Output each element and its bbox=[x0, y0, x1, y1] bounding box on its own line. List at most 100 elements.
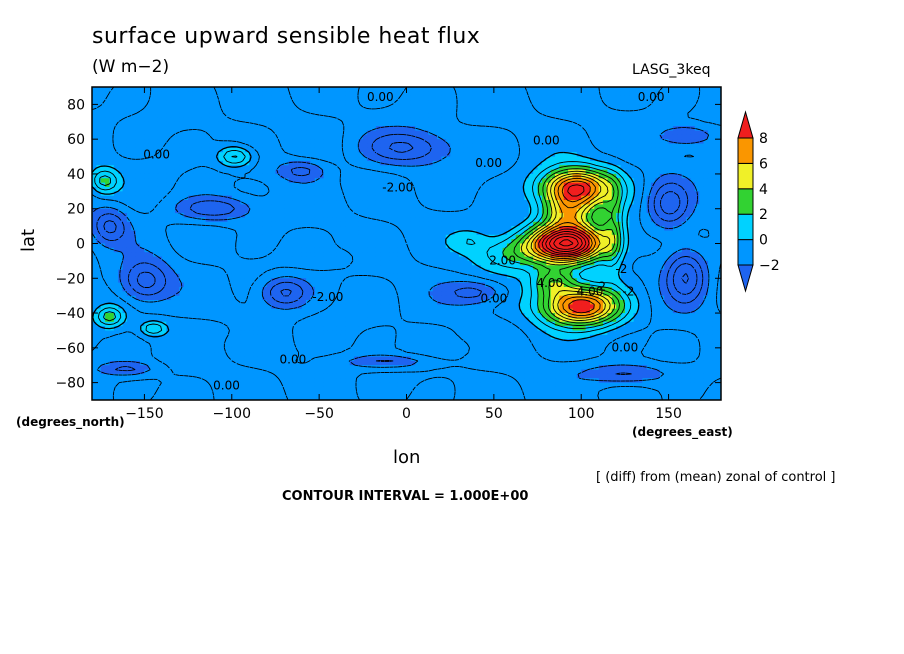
field-cell bbox=[389, 182, 394, 188]
field-cell bbox=[327, 195, 333, 201]
field-cell bbox=[384, 230, 390, 236]
field-cell bbox=[371, 208, 377, 214]
field-cell bbox=[92, 200, 97, 205]
field-cell bbox=[131, 221, 137, 227]
field-cell bbox=[659, 95, 665, 101]
field-cell bbox=[659, 221, 665, 227]
field-cell bbox=[415, 230, 421, 236]
field-cell bbox=[393, 230, 399, 236]
field-cell bbox=[179, 191, 185, 197]
field-cell bbox=[161, 152, 167, 158]
field-cell bbox=[681, 213, 687, 219]
field-cell bbox=[389, 100, 394, 105]
field-cell bbox=[371, 200, 377, 205]
field-cell bbox=[284, 208, 290, 214]
field-cell bbox=[166, 126, 172, 132]
field-cell bbox=[266, 221, 272, 227]
field-cell bbox=[576, 178, 582, 184]
field-cell bbox=[493, 91, 499, 97]
field-cell bbox=[183, 139, 189, 145]
field-cell bbox=[118, 113, 124, 119]
field-cell bbox=[105, 126, 111, 132]
field-cell bbox=[362, 191, 368, 197]
field-cell bbox=[271, 178, 277, 184]
field-cell bbox=[555, 186, 560, 192]
field-cell bbox=[332, 113, 338, 119]
field-cell bbox=[428, 113, 434, 119]
field-cell bbox=[633, 169, 639, 175]
field-cell bbox=[624, 182, 630, 188]
field-cell bbox=[659, 230, 665, 236]
field-cell bbox=[620, 104, 626, 110]
field-cell bbox=[380, 195, 386, 201]
field-cell bbox=[642, 173, 648, 179]
field-cell bbox=[419, 152, 425, 158]
field-cell bbox=[214, 165, 220, 171]
field-cell bbox=[170, 139, 176, 145]
field-cell bbox=[555, 195, 560, 201]
field-cell bbox=[511, 139, 517, 145]
field-cell bbox=[336, 121, 342, 127]
field-cell bbox=[629, 204, 635, 210]
field-cell bbox=[253, 204, 259, 210]
field-cell bbox=[196, 126, 202, 132]
field-cell bbox=[367, 108, 373, 114]
field-cell bbox=[638, 121, 643, 127]
field-cell bbox=[244, 226, 250, 232]
field-cell bbox=[223, 95, 229, 101]
field-cell bbox=[314, 186, 320, 192]
field-cell bbox=[249, 226, 255, 232]
field-cell bbox=[419, 143, 425, 149]
field-cell bbox=[476, 104, 482, 110]
field-cell bbox=[410, 100, 416, 105]
field-cell bbox=[550, 108, 556, 114]
field-cell bbox=[686, 186, 692, 192]
field-cell bbox=[511, 191, 517, 197]
field-cell bbox=[681, 200, 687, 205]
field-cell bbox=[192, 91, 198, 97]
field-cell bbox=[266, 100, 272, 105]
field-cell bbox=[354, 130, 360, 136]
field-cell bbox=[314, 165, 320, 171]
field-cell bbox=[528, 191, 534, 197]
field-cell bbox=[633, 143, 639, 149]
field-cell bbox=[148, 226, 154, 232]
field-cell bbox=[310, 182, 316, 188]
field-cell bbox=[306, 178, 311, 184]
field-cell bbox=[389, 191, 394, 197]
field-cell bbox=[126, 195, 132, 201]
field-cell bbox=[524, 108, 530, 114]
field-cell bbox=[100, 143, 106, 149]
field-cell bbox=[109, 134, 115, 140]
field-cell bbox=[629, 87, 635, 92]
field-cell bbox=[284, 221, 290, 227]
field-cell bbox=[485, 195, 491, 201]
field-cell bbox=[485, 126, 491, 132]
field-cell bbox=[668, 186, 674, 192]
field-cell bbox=[371, 91, 377, 97]
field-cell bbox=[218, 152, 224, 158]
field-cell bbox=[568, 230, 574, 236]
field-cell bbox=[589, 130, 595, 136]
field-cell bbox=[284, 152, 290, 158]
field-cell bbox=[616, 200, 622, 205]
field-cell bbox=[310, 139, 316, 145]
field-cell bbox=[454, 147, 460, 153]
field-cell bbox=[707, 221, 713, 227]
field-cell bbox=[297, 213, 303, 219]
field-cell bbox=[467, 178, 473, 184]
field-cell bbox=[257, 208, 263, 214]
field-cell bbox=[406, 213, 412, 219]
field-cell bbox=[310, 95, 316, 101]
field-cell bbox=[223, 234, 229, 240]
field-cell bbox=[476, 195, 482, 201]
field-cell bbox=[157, 182, 163, 188]
field-cell bbox=[201, 139, 207, 145]
field-cell bbox=[607, 169, 613, 175]
field-cell bbox=[183, 126, 189, 132]
field-cell bbox=[384, 143, 390, 149]
field-cell bbox=[122, 143, 128, 149]
field-cell bbox=[550, 204, 556, 210]
field-cell bbox=[651, 226, 657, 232]
field-cell bbox=[170, 173, 176, 179]
